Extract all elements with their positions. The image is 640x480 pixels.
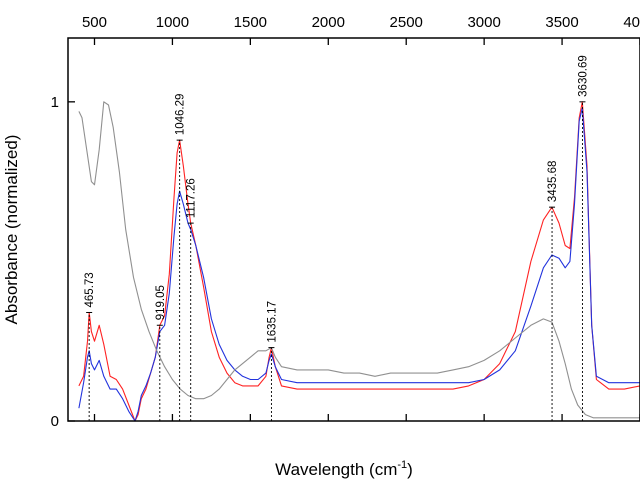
peak-label: 1117.26 xyxy=(186,178,198,218)
x-axis-title-main: Wavelength (cm xyxy=(275,460,397,479)
series-line-1 xyxy=(78,101,640,422)
x-axis-title-superscript: -1 xyxy=(397,459,407,471)
x-axis-title-suffix: ) xyxy=(407,460,413,479)
peak-label: 465.73 xyxy=(84,272,96,307)
x-axis-title: Wavelength (cm-1) xyxy=(275,459,413,479)
plot-frame xyxy=(67,37,640,422)
x-tick-label: 4000 xyxy=(623,14,640,31)
peak-label: 3630.69 xyxy=(577,55,589,97)
peak-label: 1046.29 xyxy=(175,94,187,136)
x-tick-label: 1500 xyxy=(234,14,267,31)
x-tick-label: 3500 xyxy=(545,14,578,31)
x-tick-label: 500 xyxy=(82,14,107,31)
y-tick-label: 1 xyxy=(51,94,59,111)
x-tick-label: 2000 xyxy=(312,14,345,31)
x-tick-label: 2500 xyxy=(390,14,423,31)
y-axis-title: Absorbance (normalized) xyxy=(2,135,21,325)
peak-markers: 465.73 919.05 1046.29 1117.26 1635.17 3435.68… xyxy=(84,55,589,421)
peak-label: 1635.17 xyxy=(266,301,278,343)
series-line-2 xyxy=(78,107,640,422)
peak-label: 919.05 xyxy=(155,285,167,320)
x-tick-label: 3000 xyxy=(467,14,500,31)
x-tick-label: 1000 xyxy=(156,14,189,31)
peak-label: 3435.68 xyxy=(547,161,559,203)
axis-ticks: 500 1000 1500 2000 2500 3000 3500 4000 0 1 xyxy=(51,14,640,430)
y-tick-label: 0 xyxy=(51,413,59,430)
